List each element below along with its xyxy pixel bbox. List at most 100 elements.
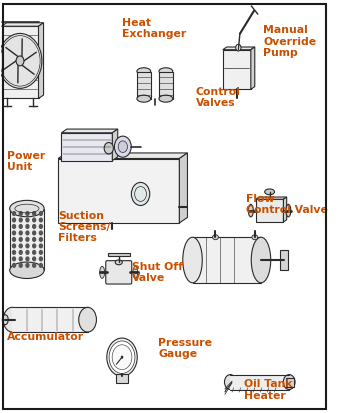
Bar xyxy=(12,307,88,332)
Circle shape xyxy=(40,244,42,248)
Circle shape xyxy=(118,141,127,152)
Circle shape xyxy=(26,231,29,235)
Circle shape xyxy=(33,218,36,222)
Bar xyxy=(108,253,130,256)
Circle shape xyxy=(40,211,42,215)
Polygon shape xyxy=(256,197,287,199)
Circle shape xyxy=(115,136,131,157)
Ellipse shape xyxy=(133,266,138,278)
Polygon shape xyxy=(62,133,112,161)
Circle shape xyxy=(16,56,24,66)
Circle shape xyxy=(236,44,241,51)
Bar xyxy=(193,237,261,283)
Circle shape xyxy=(26,244,29,248)
Circle shape xyxy=(107,338,137,376)
Polygon shape xyxy=(223,47,255,50)
Ellipse shape xyxy=(248,204,253,217)
Circle shape xyxy=(26,218,29,222)
Ellipse shape xyxy=(10,262,44,278)
Text: Manual
Override
Pump: Manual Override Pump xyxy=(263,25,316,58)
Circle shape xyxy=(40,263,42,267)
Circle shape xyxy=(33,263,36,267)
Circle shape xyxy=(0,33,42,88)
Circle shape xyxy=(40,218,42,222)
Circle shape xyxy=(19,244,22,248)
Text: Flow
Control Valve: Flow Control Valve xyxy=(246,194,328,215)
Circle shape xyxy=(104,142,114,154)
FancyBboxPatch shape xyxy=(106,261,132,284)
Polygon shape xyxy=(112,129,118,161)
Ellipse shape xyxy=(251,237,271,283)
Text: Accumulator: Accumulator xyxy=(7,332,84,342)
Polygon shape xyxy=(58,153,187,159)
Circle shape xyxy=(12,231,15,235)
Circle shape xyxy=(121,356,123,358)
Ellipse shape xyxy=(265,189,275,195)
Circle shape xyxy=(109,341,135,373)
Circle shape xyxy=(26,225,29,228)
Ellipse shape xyxy=(137,95,151,102)
Ellipse shape xyxy=(2,315,8,325)
Circle shape xyxy=(40,231,42,235)
Ellipse shape xyxy=(283,375,295,389)
Circle shape xyxy=(19,211,22,215)
Bar xyxy=(116,374,128,383)
Circle shape xyxy=(26,257,29,261)
Circle shape xyxy=(19,231,22,235)
Circle shape xyxy=(33,237,36,241)
Circle shape xyxy=(19,225,22,228)
Polygon shape xyxy=(39,23,44,98)
Polygon shape xyxy=(1,26,39,98)
Circle shape xyxy=(12,211,15,215)
Ellipse shape xyxy=(213,235,218,240)
Polygon shape xyxy=(58,159,179,223)
Circle shape xyxy=(26,251,29,254)
Circle shape xyxy=(12,244,15,248)
Circle shape xyxy=(33,211,36,215)
Bar xyxy=(159,72,173,99)
Circle shape xyxy=(33,231,36,235)
Circle shape xyxy=(112,345,132,370)
Ellipse shape xyxy=(79,307,96,332)
Text: Oil Tank
Heater: Oil Tank Heater xyxy=(244,380,292,401)
Circle shape xyxy=(40,225,42,228)
Circle shape xyxy=(26,211,29,215)
Ellipse shape xyxy=(225,375,236,389)
Bar xyxy=(10,209,44,270)
Ellipse shape xyxy=(3,307,21,332)
Circle shape xyxy=(12,257,15,261)
Ellipse shape xyxy=(137,68,151,75)
Bar xyxy=(137,72,151,99)
Ellipse shape xyxy=(183,237,202,283)
Circle shape xyxy=(12,237,15,241)
Text: Control
Valves: Control Valves xyxy=(196,87,241,108)
Ellipse shape xyxy=(10,200,44,217)
Text: Pressure
Gauge: Pressure Gauge xyxy=(158,338,212,359)
Circle shape xyxy=(131,183,150,206)
Circle shape xyxy=(19,257,22,261)
Text: Power
Unit: Power Unit xyxy=(7,151,45,172)
Polygon shape xyxy=(283,197,287,222)
Polygon shape xyxy=(179,153,187,223)
Circle shape xyxy=(33,244,36,248)
Ellipse shape xyxy=(159,95,173,102)
Ellipse shape xyxy=(159,68,173,75)
Bar xyxy=(280,250,288,270)
Circle shape xyxy=(33,257,36,261)
Bar xyxy=(286,377,294,387)
Text: Suction
Screens/
Filters: Suction Screens/ Filters xyxy=(58,211,110,243)
Circle shape xyxy=(19,237,22,241)
Circle shape xyxy=(26,237,29,241)
Circle shape xyxy=(19,218,22,222)
Circle shape xyxy=(19,263,22,267)
Ellipse shape xyxy=(252,235,258,240)
Circle shape xyxy=(12,218,15,222)
Text: Shut Off
Valve: Shut Off Valve xyxy=(132,262,183,283)
Bar xyxy=(230,375,289,389)
Circle shape xyxy=(40,237,42,241)
Ellipse shape xyxy=(100,266,105,278)
Polygon shape xyxy=(251,47,255,89)
Polygon shape xyxy=(1,23,44,26)
Circle shape xyxy=(19,251,22,254)
Polygon shape xyxy=(256,199,283,222)
